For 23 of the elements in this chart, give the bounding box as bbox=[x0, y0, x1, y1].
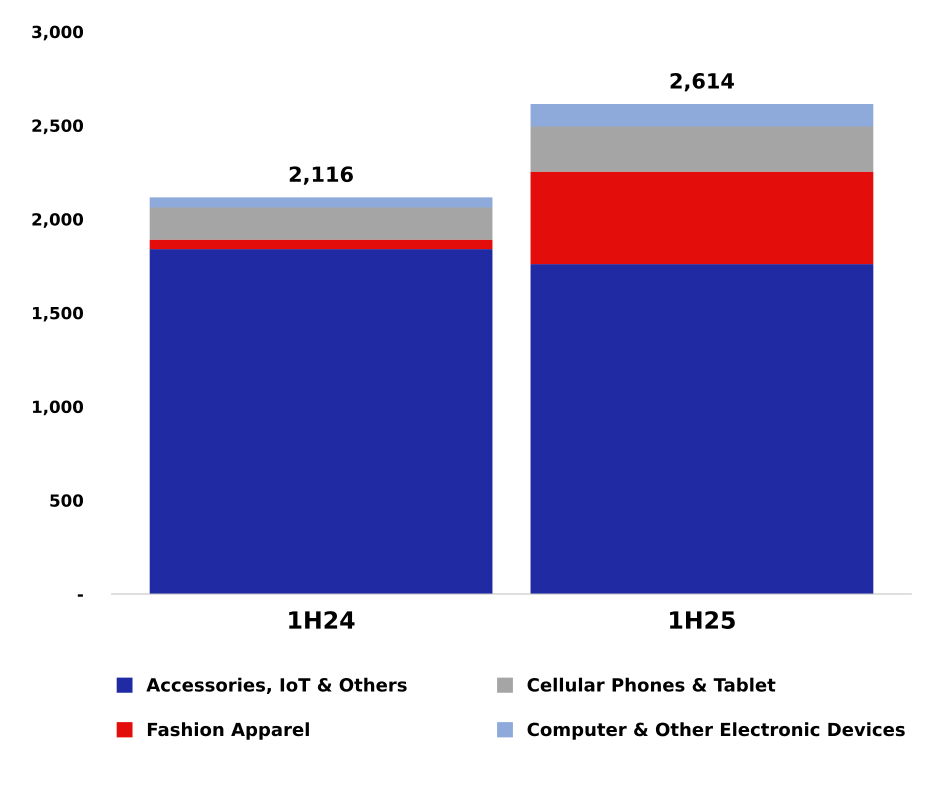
bar bbox=[530, 172, 874, 264]
bar bbox=[150, 249, 492, 594]
bar bbox=[150, 208, 492, 240]
y-tick-label: 500 bbox=[50, 494, 84, 507]
y-tick-label: 3,000 bbox=[32, 26, 84, 40]
bar bbox=[530, 104, 874, 127]
bar bbox=[150, 197, 492, 208]
total-label: 2,116 bbox=[290, 166, 353, 185]
legend-label: Computer & Other Electronic Devices bbox=[528, 722, 905, 740]
y-tick-label: 2,000 bbox=[32, 213, 84, 228]
bar bbox=[530, 126, 874, 172]
x-tick-label: 1H25 bbox=[670, 611, 735, 629]
x-tick-label: 1H24 bbox=[289, 611, 355, 629]
bar bbox=[150, 240, 492, 250]
y-tick-label: 1,000 bbox=[32, 400, 84, 416]
bar bbox=[530, 264, 874, 594]
y-tick-label: 1,500 bbox=[32, 306, 84, 322]
legend-label: Cellular Phones & Tablet bbox=[528, 678, 776, 692]
legend-label: Fashion Apparel bbox=[148, 722, 309, 740]
total-label: 2,614 bbox=[670, 72, 734, 92]
legend-label: Accessories, IoT & Others bbox=[146, 678, 407, 694]
y-tick-label: - bbox=[78, 594, 83, 597]
y-tick-label: 2,500 bbox=[32, 119, 84, 134]
